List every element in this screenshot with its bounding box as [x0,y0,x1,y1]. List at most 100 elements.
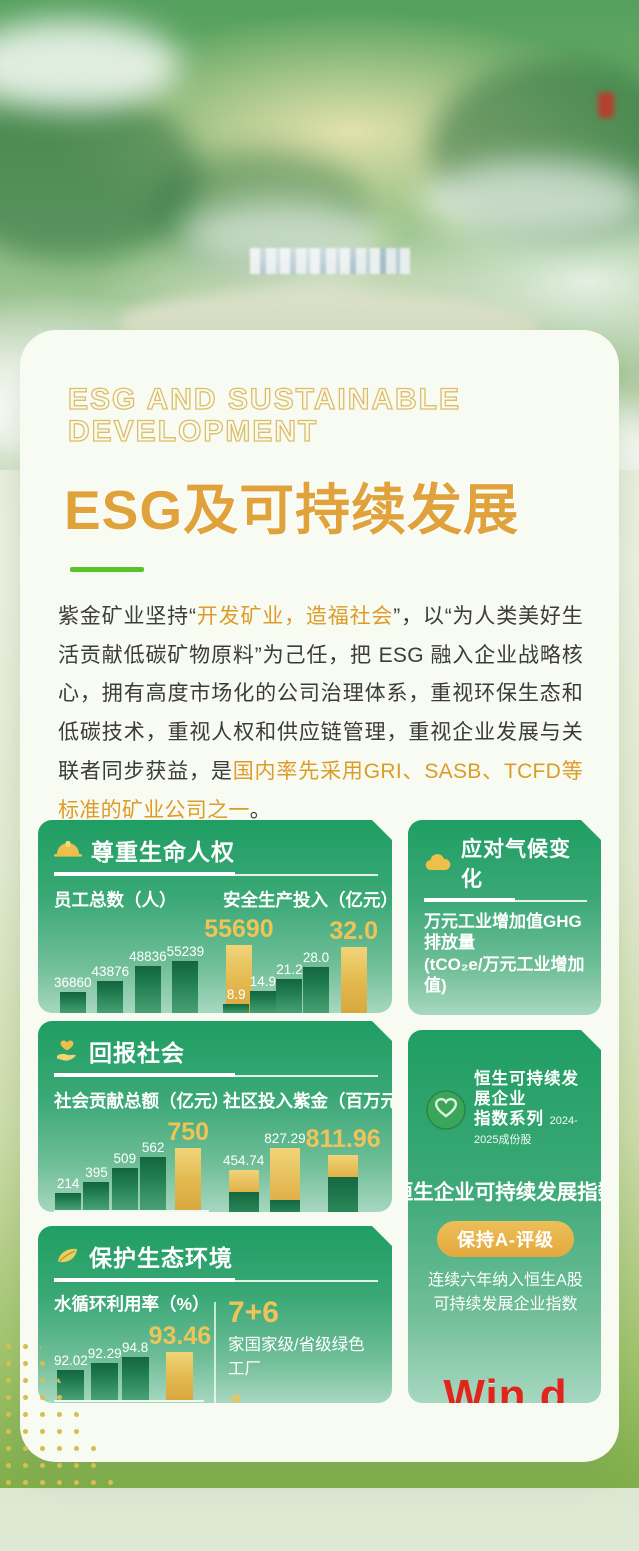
bar-value-label: 28.0 [302,950,330,965]
bar-value-label: 92.29 [87,1346,122,1361]
header-divider [54,874,378,876]
bar-column-2021: 43876 [92,964,130,1014]
bar-2023 [172,961,198,1014]
year-label: 2024 [168,1405,202,1422]
heart-hand-icon [54,1039,80,1063]
bar-2024 [328,1155,358,1215]
bar-column-2023: 562 [139,1140,167,1210]
chart-title: 社会贡献总额（亿元） [54,1091,229,1111]
bar-column-2022: 48836 [129,949,167,1014]
bar-column-2024: 750 [167,1118,209,1210]
bar-value-label: 36860 [54,975,92,990]
bar-2024 [166,1352,193,1400]
chart-title: 安全生产投入（亿元） [223,890,398,910]
intro-segment: ”，以“为人类美好生活贡献低碳矿物原料”为己任，把 ESG 融入企业战略核心，拥… [58,604,583,784]
page-title-english-line1: ESG AND SUSTAINABLE [67,382,462,416]
hangseng-note: 连续六年纳入恒生A股 可持续发展企业指数 [428,1269,583,1317]
ghg-subtitle: 万元工业增加值GHG排放量 (tCO₂e/万元工业增加值) [424,911,587,996]
bar-2022 [112,1168,138,1210]
green-factory-count: 7+6 [228,1296,279,1329]
bar-value-label: 21.2 [276,962,303,977]
cloud-shape [420,160,639,240]
card-human-rights-title: 尊重生命人权 [91,839,235,865]
card-climate: 应对气候变化 万元工业增加值GHG排放量 (tCO₂e/万元工业增加值) 2.5… [408,820,601,1015]
bar-column-2020: 8.9 [223,987,250,1014]
bar-segment-non-donation [229,1170,259,1192]
content-sheet: ESG AND SUSTAINABLE DEVELOPMENT ESG及可持续发… [20,330,619,1462]
chart-title: 员工总数（人） [54,890,177,910]
bar-segment-non-donation [328,1155,358,1177]
bar-value-label: 93.46 [148,1322,212,1350]
bar-2021 [97,981,123,1014]
bar-value-label: 94.8 [121,1340,149,1355]
card-environment-header: 保护生态环境 [54,1239,378,1273]
bar-value-label: 750 [167,1118,210,1146]
bar-2023 [270,1148,300,1215]
bar-2020 [223,1004,249,1014]
wind-logo: Win.d [443,1371,568,1421]
bar-2020 [55,1193,81,1210]
card-social-title: 回报社会 [89,1040,185,1066]
hangseng-note-line1: 连续六年纳入恒生A股 [428,1272,583,1290]
intro-segment: 。 [249,799,272,822]
hangseng-logo-line2-text: 指数系列 [474,1109,544,1128]
bar-column-2022: 454.74 [223,1153,264,1215]
bar-column-2022: 92.29 [88,1346,122,1400]
bar-segment-donation [270,1200,300,1215]
hard-hat-icon [54,840,82,860]
red-structure [598,92,614,118]
bar-2024 [341,947,367,1014]
bar-value-label: 811.96 [305,1125,381,1153]
intro-segment: 开发矿业，造福社会 [196,604,394,628]
bar-value-label: 55239 [166,944,205,959]
intro-segment: 紫金矿业坚持“ [58,604,197,628]
page-title-english: ESG AND SUSTAINABLE DEVELOPMENT [67,382,619,449]
header-divider [424,900,587,902]
hangseng-index-name: 恒生企业可持续发展指数 [392,1181,619,1205]
leaf-icon [54,1246,80,1266]
bar-value-label: 92.02 [54,1353,88,1368]
wind-rating-label: Wind ESG 评级 [424,1437,575,1498]
bar-column-2022: 21.2 [276,962,303,1014]
bar-column-2020: 36860 [54,975,92,1014]
bar-2020 [60,992,86,1014]
ghg-subtitle-line2: (tCO₂e/万元工业增加值) [424,954,585,995]
vertical-divider [214,1302,216,1448]
bar-2022 [276,979,302,1014]
bar-value-label: 55690 [204,915,274,943]
hangseng-rating-badge: 保持A-评级 [437,1221,574,1257]
hangseng-logo-text: 恒生可持续发展企业 指数系列 2024-2025成份股 [474,1070,587,1149]
bar-value-label: 43876 [91,964,130,979]
mine-park-label: 座国家矿山公园 [228,1429,344,1447]
bar-column-2023: 94.8 [122,1340,149,1400]
hangseng-note-line2: 可持续发展企业指数 [433,1296,578,1314]
chart-bars: 92.02 92.29 94.8 93.46 [54,1318,204,1400]
bar-2021 [250,991,276,1014]
bar-value-label: 562 [141,1140,165,1155]
cloud-shape [0,20,180,110]
card-social-header: 回报社会 [54,1034,378,1068]
bar-segment-donation [229,1192,259,1215]
card-climate-header: 应对气候变化 [424,833,587,893]
bar-column-2022: 509 [111,1151,139,1210]
human-rights-charts: 员工总数（人）368604387648836552395569020202021… [54,884,378,1036]
mountain-shape [0,90,200,260]
hangseng-heart-icon [426,1090,466,1130]
intro-segment: 国内率先采用GRI、SASB、TCFD等标准的矿业公司之一 [58,760,583,822]
environment-body: 水循环利用率（%）92.0292.2994.893.46202120222023… [54,1288,378,1458]
right-column: 应对气候变化 万元工业增加值GHG排放量 (tCO₂e/万元工业增加值) 2.5… [408,820,601,1403]
intro-paragraph: 紫金矿业坚持“开发矿业，造福社会”，以“为人类美好生活贡献低碳矿物原料”为己任，… [58,598,583,831]
mine-park-count: 1 [228,1389,245,1422]
bar-column-2023: 827.29 [264,1131,305,1215]
bar-2021 [83,1182,109,1210]
bar-column-2021: 395 [82,1165,110,1210]
bar-2022 [135,966,161,1014]
bar-2024 [226,945,252,1014]
chart-title: 社区投入紫金（百万元） [223,1091,416,1111]
hangseng-logo-line1: 恒生可持续发展企业 [474,1070,579,1108]
bar-column-2024: 32.0 [329,917,378,1014]
bar-2023 [303,967,329,1014]
bar-value-label: 395 [85,1165,108,1180]
